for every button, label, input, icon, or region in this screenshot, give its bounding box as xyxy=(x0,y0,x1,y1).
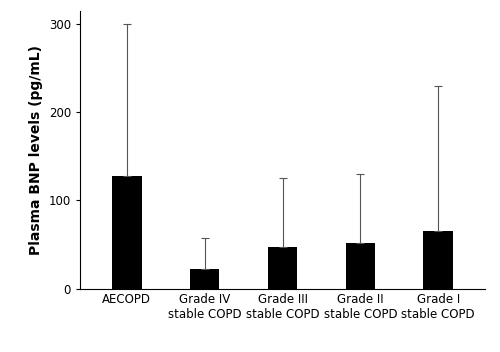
Bar xyxy=(190,269,220,289)
Bar xyxy=(268,247,298,289)
Bar xyxy=(424,231,453,289)
Bar xyxy=(112,176,142,289)
Y-axis label: Plasma BNP levels (pg/mL): Plasma BNP levels (pg/mL) xyxy=(29,45,43,254)
Bar xyxy=(346,243,375,289)
